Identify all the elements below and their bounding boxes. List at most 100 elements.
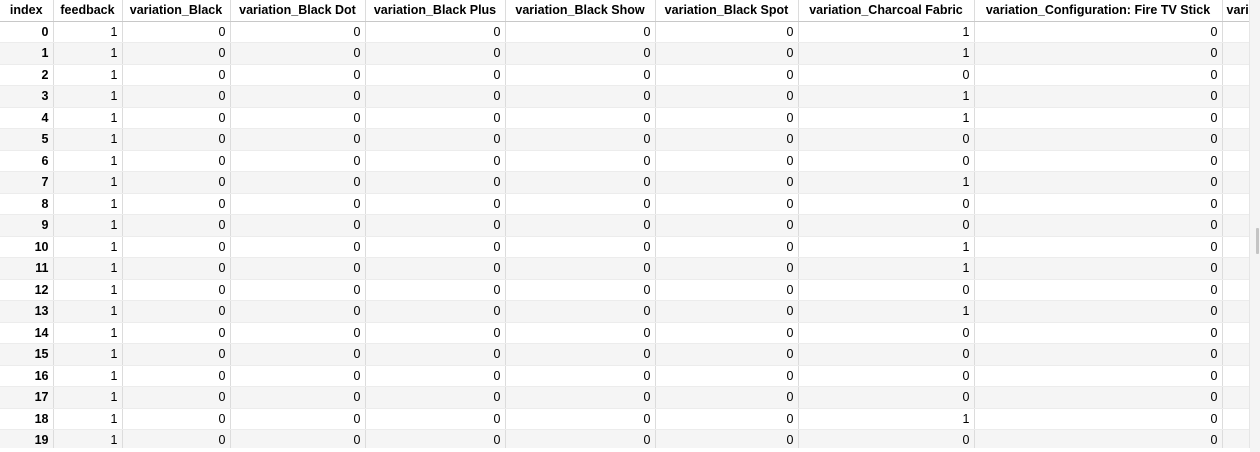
table-cell: 0 xyxy=(230,128,366,151)
table-cell: 0 xyxy=(230,21,366,43)
column-header[interactable]: variation_Black Show xyxy=(505,0,656,22)
row-index-cell: 4 xyxy=(0,107,54,129)
column-header[interactable]: variation_Black Spot xyxy=(655,0,799,22)
table-row[interactable]: 15 1 0 0 0 0 0 0 0 xyxy=(0,343,1250,366)
table-cell: 1 xyxy=(53,85,123,108)
column-header[interactable]: index xyxy=(0,0,54,22)
table-cell: 0 xyxy=(505,236,656,258)
table-cell: 0 xyxy=(655,300,799,323)
table-cell: 0 xyxy=(122,279,231,301)
table-row[interactable]: 16 1 0 0 0 0 0 0 0 xyxy=(0,365,1250,387)
table-cell: 0 xyxy=(122,236,231,258)
row-index-cell: 13 xyxy=(0,300,54,323)
table-cell: 0 xyxy=(505,171,656,194)
table-cell: 0 xyxy=(230,257,366,280)
table-cell: 1 xyxy=(798,236,975,258)
table-row[interactable]: 19 1 0 0 0 0 0 0 0 xyxy=(0,429,1250,452)
table-row[interactable]: 17 1 0 0 0 0 0 0 0 xyxy=(0,386,1250,409)
table-cell: 0 xyxy=(655,85,799,108)
column-header[interactable]: variation_Configuration: Fire TV Stick xyxy=(974,0,1223,22)
table-cell: 0 xyxy=(974,257,1223,280)
table-cell: 0 xyxy=(122,257,231,280)
table-cell: 0 xyxy=(365,322,506,344)
table-cell: 0 xyxy=(798,128,975,151)
table-cell: 0 xyxy=(230,107,366,129)
column-header[interactable]: feedback xyxy=(53,0,123,22)
table-cell: 1 xyxy=(53,257,123,280)
row-index-cell: 0 xyxy=(0,21,54,43)
table-cell: 0 xyxy=(230,85,366,108)
table-cell: 0 xyxy=(655,236,799,258)
table-cell-truncated xyxy=(1222,214,1250,237)
table-cell: 0 xyxy=(230,279,366,301)
row-index-cell: 11 xyxy=(0,257,54,280)
table-cell-truncated xyxy=(1222,21,1250,43)
table-cell: 0 xyxy=(798,322,975,344)
table-cell: 0 xyxy=(365,107,506,129)
table-row[interactable]: 11 1 0 0 0 0 0 1 0 xyxy=(0,257,1250,280)
table-cell: 0 xyxy=(505,128,656,151)
table-cell-truncated xyxy=(1222,279,1250,301)
table-cell: 1 xyxy=(798,408,975,430)
table-cell: 0 xyxy=(230,343,366,366)
table-cell: 0 xyxy=(505,85,656,108)
table-cell: 1 xyxy=(53,429,123,452)
table-cell: 0 xyxy=(365,42,506,65)
table-cell: 0 xyxy=(505,322,656,344)
table-cell: 0 xyxy=(505,365,656,387)
row-index-cell: 15 xyxy=(0,343,54,366)
table-cell: 0 xyxy=(655,279,799,301)
row-index-cell: 19 xyxy=(0,429,54,452)
table-cell: 0 xyxy=(974,64,1223,86)
scrollbar-thumb[interactable] xyxy=(1256,228,1259,254)
table-cell: 0 xyxy=(798,193,975,215)
table-cell: 0 xyxy=(505,214,656,237)
vertical-scrollbar[interactable] xyxy=(1249,0,1260,452)
table-cell: 0 xyxy=(230,64,366,86)
table-row[interactable]: 13 1 0 0 0 0 0 1 0 xyxy=(0,300,1250,323)
table-cell: 0 xyxy=(974,21,1223,43)
bottom-edge xyxy=(0,448,1250,452)
table-cell: 0 xyxy=(798,279,975,301)
table-row[interactable]: 14 1 0 0 0 0 0 0 0 xyxy=(0,322,1250,344)
table-cell-truncated xyxy=(1222,257,1250,280)
table-cell: 0 xyxy=(974,408,1223,430)
table-cell: 0 xyxy=(655,64,799,86)
table-cell: 0 xyxy=(505,42,656,65)
table-cell: 0 xyxy=(798,64,975,86)
table-cell: 0 xyxy=(505,386,656,409)
table-cell: 0 xyxy=(230,300,366,323)
table-cell: 0 xyxy=(230,214,366,237)
table-cell-truncated xyxy=(1222,322,1250,344)
table-row[interactable]: 18 1 0 0 0 0 0 1 0 xyxy=(0,408,1250,430)
column-header[interactable]: variation_Black xyxy=(122,0,231,22)
table-row[interactable]: 12 1 0 0 0 0 0 0 0 xyxy=(0,279,1250,301)
column-header[interactable]: variation_Charcoal Fabric xyxy=(798,0,975,22)
row-index-cell: 2 xyxy=(0,64,54,86)
table-cell: 1 xyxy=(53,408,123,430)
table-cell: 1 xyxy=(798,107,975,129)
table-cell: 0 xyxy=(122,171,231,194)
table-cell: 0 xyxy=(505,257,656,280)
table-cell: 0 xyxy=(230,408,366,430)
table-cell: 0 xyxy=(365,171,506,194)
table-row[interactable]: 10 1 0 0 0 0 0 1 0 xyxy=(0,236,1250,258)
table-cell: 0 xyxy=(505,343,656,366)
table-cell: 0 xyxy=(230,365,366,387)
table-cell: 0 xyxy=(122,150,231,172)
column-header[interactable]: varia xyxy=(1222,0,1250,22)
column-header[interactable]: variation_Black Dot xyxy=(230,0,366,22)
table-cell: 0 xyxy=(655,214,799,237)
column-header[interactable]: variation_Black Plus xyxy=(365,0,506,22)
